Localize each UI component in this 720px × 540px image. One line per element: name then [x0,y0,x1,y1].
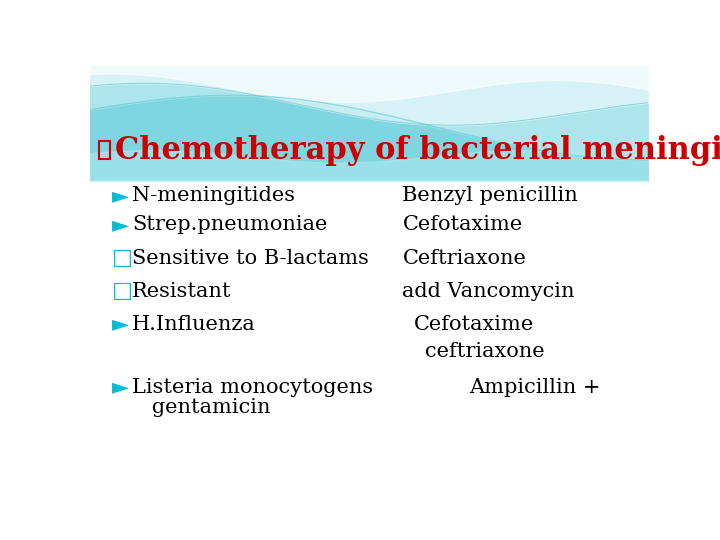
Text: □: □ [112,281,133,301]
Text: ►: ► [112,186,130,206]
Text: ►: ► [112,315,130,335]
Text: gentamicin: gentamicin [132,399,270,417]
Text: Resistant: Resistant [132,282,231,301]
Text: Strep.pneumoniae: Strep.pneumoniae [132,215,327,234]
Text: ceftriaxone: ceftriaxone [425,342,544,361]
Text: Ceftriaxone: Ceftriaxone [402,248,526,268]
Text: □: □ [112,248,133,268]
Text: N-meningitides: N-meningitides [132,186,295,205]
Text: Chemotherapy of bacterial meningitis: Chemotherapy of bacterial meningitis [114,134,720,166]
Text: Sensitive to B-lactams: Sensitive to B-lactams [132,248,369,268]
Text: Cefotaxime: Cefotaxime [402,215,523,234]
Text: ►: ► [112,215,130,235]
Text: Listeria monocytogens: Listeria monocytogens [132,377,373,396]
Text: Ampicillin +: Ampicillin + [469,377,601,396]
Text: H.Influenza: H.Influenza [132,315,256,334]
Text: Benzyl penicillin: Benzyl penicillin [402,186,578,205]
Text: ►: ► [112,377,130,397]
Bar [99,141,109,159]
Text: Cefotaxime: Cefotaxime [414,315,534,334]
Text: add Vancomycin: add Vancomycin [402,282,575,301]
